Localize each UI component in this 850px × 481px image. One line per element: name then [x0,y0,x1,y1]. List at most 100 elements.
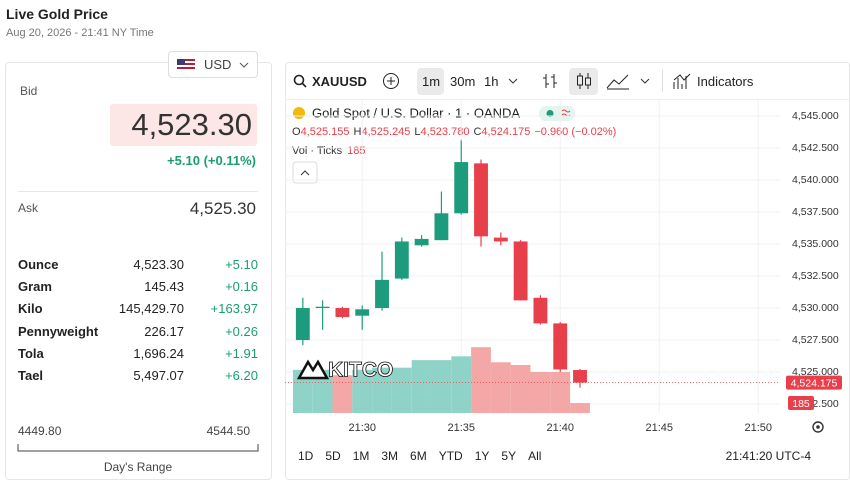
range-button[interactable]: 5D [325,449,341,463]
range-button[interactable]: 5Y [501,449,516,463]
ohlc-key: O [292,126,301,138]
interval[interactable]: 1m [422,74,441,89]
ohlc-line: O4,525.155 H4,525.245 L4,523.780 C4,524.175… [292,126,616,138]
symbol[interactable]: XAUUSD [312,74,367,89]
candle-icon-bg [569,68,598,95]
currency: USD [204,57,232,72]
candle-icon[interactable] [574,72,594,90]
volume-bar [490,362,511,413]
unit-change: +0.26 [225,324,258,339]
ohlc-value: 4,524.175 [481,126,530,138]
y-tick-label: 4,542.500 [792,142,839,154]
gold-icon [293,107,305,119]
candle-body [573,370,587,383]
ask-label: Ask [18,201,39,215]
chevron[interactable] [508,77,518,85]
candle-body [394,241,409,279]
range-bar [17,444,259,452]
toolbar-sep [662,70,663,92]
y-tick-label: 4,530.000 [792,302,839,314]
ohlc-value: 4,525.155 [301,126,350,138]
unit-row: Tael 5,497.07 +6.20 [18,368,258,388]
range-button[interactable]: 1Y [475,449,490,463]
volume-tag-label: 185 [792,398,810,410]
ohlc-value: 4,525.245 [361,126,410,138]
range-button[interactable]: 1D [298,449,314,463]
ohlc-key: C [473,126,481,138]
chevron [239,62,249,68]
range-button[interactable]: All [528,449,541,463]
settings-icon[interactable] [812,421,824,433]
legend-title: Gold Spot / U.S. Dollar · 1 · OANDA [312,105,520,120]
volume-bar [391,367,412,413]
volume-bar [431,360,452,413]
unit-row: Gram 145.43 +0.16 [18,279,258,299]
unit-row: Tola 1,696.24 +1.91 [18,346,258,366]
collapse-button[interactable] [292,161,318,184]
unit-name: Tola [18,346,44,361]
status-dot [546,110,554,117]
candle-body [335,308,350,317]
unit-change: +163.97 [210,301,258,316]
bid-value: 4,523.30 [131,107,252,142]
volume-bar [471,347,491,413]
compare-lines-icon[interactable] [606,72,630,90]
unit-row: Ounce 4,523.30 +5.10 [18,257,258,277]
settings-icon-center [816,425,820,429]
y-tick-label: 4,525.000 [792,366,839,378]
compare-icon[interactable] [382,72,400,90]
chevron[interactable] [640,77,650,85]
last-price-label: 4,524.175 [791,377,838,389]
toolbar-divider [285,99,849,100]
candle-body [454,162,469,214]
interval[interactable]: 1h [484,74,499,89]
range-button[interactable]: 3M [381,449,398,463]
volume-bar [510,364,531,413]
bar-style-icon[interactable] [540,72,560,90]
volume-bar [570,403,590,413]
range-button[interactable]: 1M [353,449,370,463]
y-tick-label: 4,537.500 [792,206,839,218]
y-tick-label: 4,540.000 [792,174,839,186]
search-icon [293,74,307,88]
clock: 21:41:20 UTC-4 [726,449,812,463]
unit-name: Tael [18,368,44,383]
candle-body [533,297,548,324]
volume-bar [550,371,571,413]
volume-bar [411,360,432,413]
unit-name: Pennyweight [18,324,99,339]
ohlc-change: −0.960 (−0.02%) [534,126,616,138]
volume-bar [352,369,373,413]
candle-body [474,163,488,237]
indicators-icon[interactable] [672,72,692,90]
unit-change: +0.16 [225,279,258,294]
divider [18,191,258,192]
candle-body [414,238,429,246]
candle-body [553,323,568,370]
ohlc-key: L [414,126,420,138]
unit-row: Pennyweight 226.17 +0.26 [18,324,258,344]
timestamp: Aug 20, 2026 - 21:41 NY Time [6,27,154,39]
unit-name: Kilo [18,301,43,316]
candle-body [315,306,330,309]
y-tick-label: 4,532.500 [792,270,839,282]
bid-label: Bid [20,84,38,98]
bid-change: +5.10 (+0.11%) [167,153,256,168]
interval[interactable]: 30m [450,74,476,89]
unit-change: +6.20 [225,368,258,383]
range-button[interactable]: 6M [410,449,427,463]
volume-label: Vol · Ticks [292,145,343,157]
volume-bar [312,369,333,413]
range-button[interactable]: YTD [439,449,463,463]
range-label: Day's Range [103,460,173,474]
page-title: Live Gold Price [6,6,108,22]
currency-select[interactable]: USD [168,51,258,78]
indicators[interactable]: Indicators [697,74,754,89]
ohlc-value: 4,523.780 [421,126,470,138]
candle-body [375,279,389,309]
quote-panel [5,62,272,480]
status-pill [539,106,575,121]
x-tick-label: 21:50 [744,422,772,434]
